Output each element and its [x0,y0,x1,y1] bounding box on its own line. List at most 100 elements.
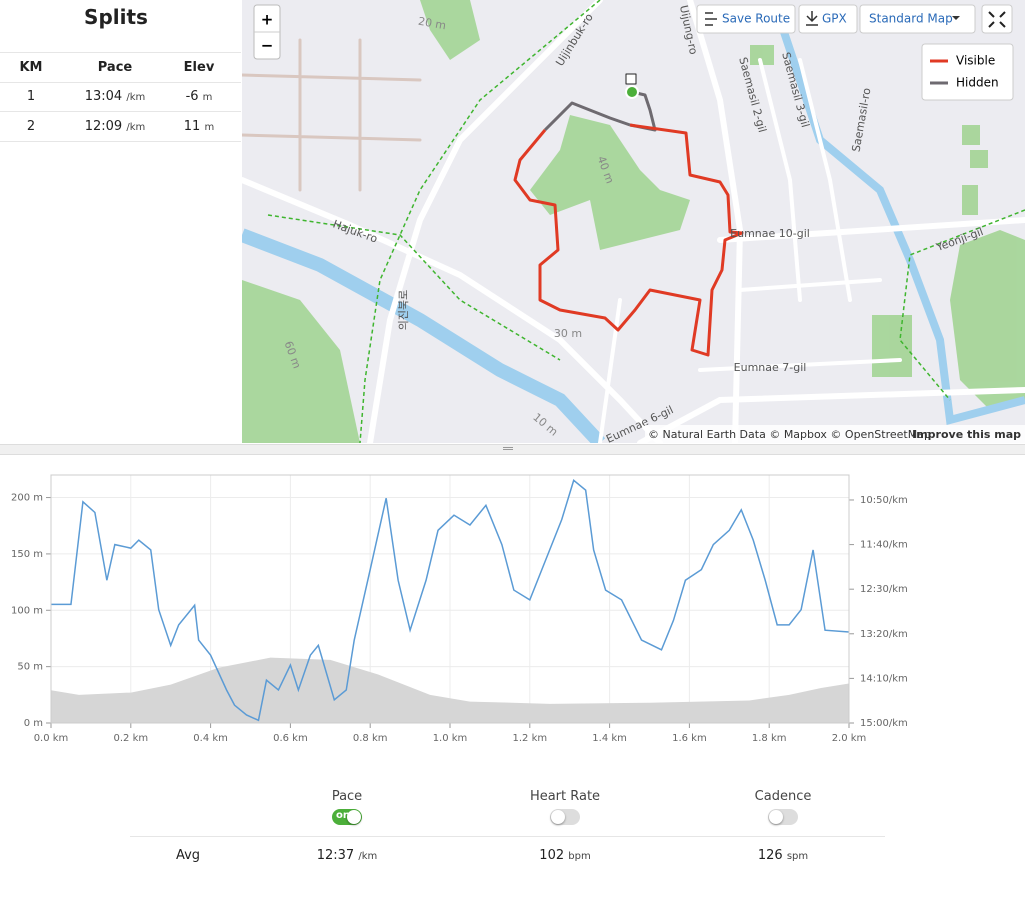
gpx-label[interactable]: GPX [822,12,847,26]
split-pace-cell: 12:09 /km [62,119,168,134]
map-legend: Visible Hidden [921,43,1014,101]
avg-value: 126 spm [713,848,853,863]
zoom-in[interactable]: + [261,11,274,29]
split-pace-cell: 13:04 /km [62,89,168,104]
splits-title: Splits [84,5,148,29]
avg-unit: bpm [568,851,591,862]
split-pace-unit: /km [126,122,146,133]
gpx-button[interactable] [798,4,858,34]
y2-tick-label: 10:50/km [860,495,908,506]
x-tick-label: 1.0 km [433,733,468,744]
avg-number: 102 [539,848,565,863]
elevation-pace-chart: 0.0 km 0.2 km 0.4 km 0.6 km 0.8 km 1.0 km 1.2 … [11,474,908,744]
map-label: 의진북로 [397,290,410,330]
elevation-area [51,657,849,723]
toggle-switch[interactable] [768,809,798,825]
map-toolbar: Save Route GPX Standard Map [696,4,1013,34]
y-tick-label: 200 m [11,493,43,504]
legend-label: Hidden [956,76,999,90]
avg-unit: /km [358,851,378,862]
stats-divider [130,836,885,837]
split-elev-cell: -6 m [168,89,230,104]
avg-value: 12:37 /km [277,848,417,863]
header-cell: Pace [97,60,133,75]
x-tick-label: 0.4 km [193,733,228,744]
split-pace-unit: /km [126,92,146,103]
x-tick-label: 1.2 km [512,733,547,744]
toggle-label: Pace [331,789,363,804]
x-tick-label: 1.6 km [672,733,707,744]
toggle-knob [551,810,565,824]
header-cell: KM [19,60,43,75]
y2-tick-label: 12:30/km [860,584,908,595]
split-row: 1 13:04 /km -6 m [0,82,241,112]
split-pace: 12:09 [84,119,123,134]
toggle-switch[interactable]: on [332,809,362,825]
toggle: Pace on [277,789,417,825]
zoom-control: + − [253,4,281,60]
map-label: 20 m [417,15,447,33]
x-tick-label: 1.8 km [752,733,787,744]
x-tick-label: 1.4 km [592,733,627,744]
map-style-button[interactable] [859,4,976,34]
y-tick-label: 50 m [17,662,43,673]
splits-header: KM Pace Elev [0,52,241,83]
split-row: 2 12:09 /km 11 m [0,112,241,142]
y-tick-label: 0 m [24,718,43,729]
toggle-knob [347,810,361,824]
map-label: Eumnae 7-gil [734,361,807,374]
plot-frame [50,474,850,724]
header-cell: Elev [183,60,215,75]
split-km: 2 [26,119,36,134]
y2-tick-label: 11:40/km [860,540,908,551]
route [513,73,744,357]
map-trails [267,0,1025,443]
y2-tick-label: 13:20/km [860,629,908,640]
avg-number: 126 [757,848,783,863]
map-roads [242,0,1025,443]
toggle-switch[interactable] [550,809,580,825]
zoom-out[interactable]: − [261,37,274,55]
split-elev: -6 [185,89,199,104]
split-elev-unit: m [202,92,213,103]
toggle-label: Cadence [754,789,812,804]
x-tick-label: 0.2 km [113,733,148,744]
split-elev-unit: m [204,122,215,133]
y2-tick-label: 15:00/km [860,718,908,729]
map-label: Eumnae 10-gil [730,227,810,240]
fullscreen-button[interactable] [981,4,1013,34]
toggle: Cadence [713,789,853,825]
split-elev: 11 [183,119,201,134]
x-tick-label: 2.0 km [832,733,867,744]
x-tick-label: 0.0 km [34,733,69,744]
avg-unit: spm [786,851,809,862]
avg-label: Avg [175,848,201,863]
avg-number: 12:37 [316,848,355,863]
pace-line [51,479,850,722]
y-tick-label: 100 m [11,605,43,616]
toggle-knob [769,810,783,824]
attribution: © Natural Earth Data © Mapbox © OpenStre… [648,428,931,441]
toggle-state: on [336,810,350,821]
map-parks [242,0,1025,443]
toggle-label: Heart Rate [529,789,601,804]
save-route-label[interactable]: Save Route [722,12,790,26]
legend-label: Visible [956,54,995,68]
improve-link[interactable]: Improve this map [912,428,1021,441]
y2-tick-label: 14:10/km [860,673,908,684]
save-route-button[interactable] [696,4,796,34]
x-tick-label: 0.8 km [353,733,388,744]
split-pace: 13:04 [84,89,123,104]
toggle: Heart Rate [495,789,635,825]
divider[interactable] [0,444,1025,455]
attribution-bg [645,425,1025,443]
map-label: 30 m [554,327,582,340]
avg-value: 102 bpm [495,848,635,863]
y-tick-label: 150 m [11,549,43,560]
x-tick-label: 0.6 km [273,733,308,744]
split-elev-cell: 11 m [168,119,230,134]
map-style-label[interactable]: Standard Map [869,12,953,26]
split-km: 1 [26,89,36,104]
